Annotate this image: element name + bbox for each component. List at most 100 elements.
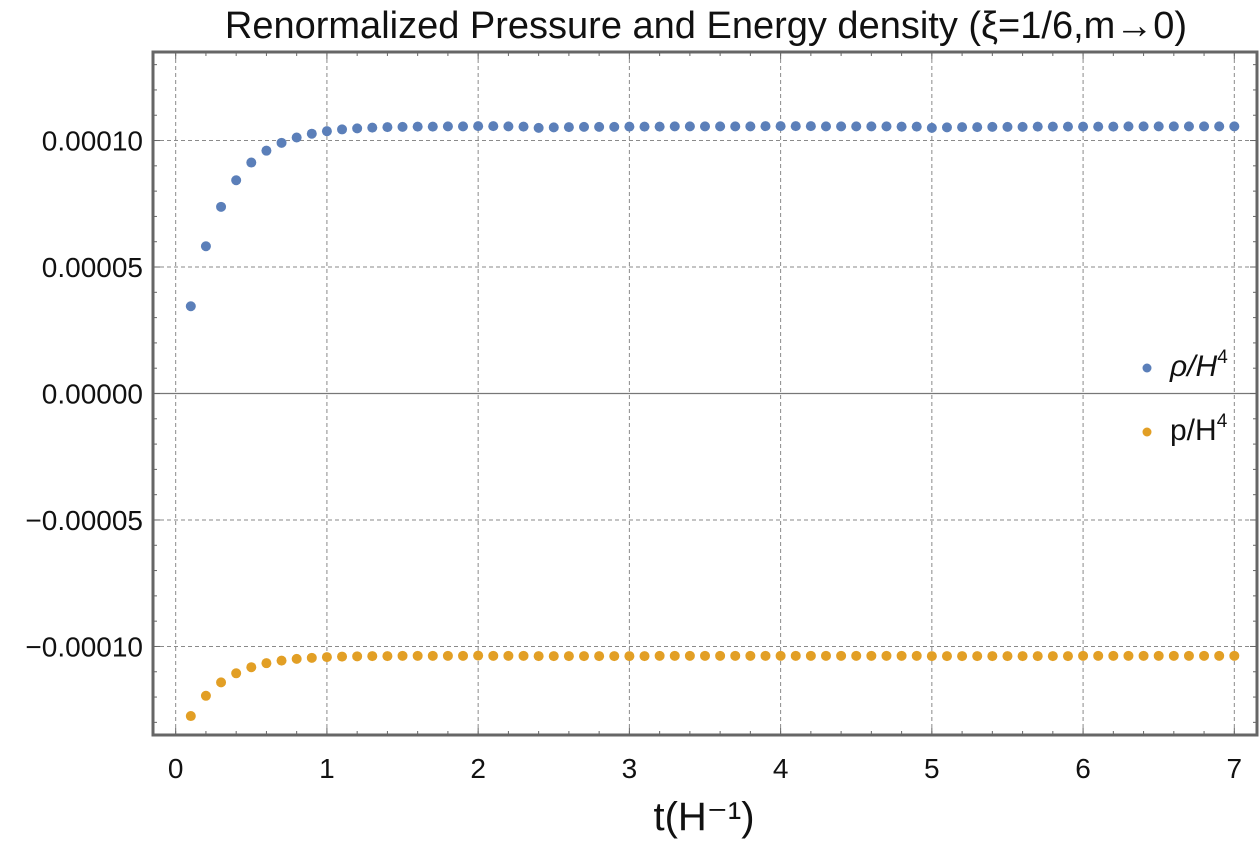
data-point — [609, 121, 620, 132]
data-point — [987, 651, 998, 662]
series-p — [185, 650, 1240, 722]
data-point — [397, 650, 408, 661]
data-point — [926, 122, 937, 133]
y-tick-label: −0.00005 — [25, 505, 143, 536]
legend: ρ/H4 p/H4 — [1142, 347, 1228, 447]
data-point — [306, 128, 317, 139]
data-point — [624, 121, 635, 132]
data-point — [851, 121, 862, 132]
data-point — [941, 651, 952, 662]
data-point — [911, 650, 922, 661]
data-point — [352, 123, 363, 134]
data-point — [805, 121, 816, 132]
legend-label-rho: ρ/H4 — [1169, 347, 1228, 383]
data-point — [1229, 650, 1240, 661]
data-point — [276, 655, 287, 666]
data-point — [473, 650, 484, 661]
data-point — [442, 650, 453, 661]
data-point — [1062, 121, 1073, 132]
data-point — [866, 121, 877, 132]
data-point — [1214, 650, 1225, 661]
y-tick-label: 0.00005 — [42, 252, 143, 283]
data-point — [1047, 651, 1058, 662]
data-point — [563, 122, 574, 133]
legend-marker-p — [1142, 427, 1152, 437]
data-point — [518, 650, 529, 661]
data-point — [624, 651, 635, 662]
data-point — [745, 121, 756, 132]
data-point — [957, 122, 968, 133]
data-point — [700, 121, 710, 132]
x-tick-label: 0 — [168, 753, 184, 784]
data-point — [382, 122, 393, 133]
data-point — [1002, 651, 1013, 662]
data-point — [1002, 121, 1013, 132]
data-point — [957, 651, 968, 662]
data-point — [654, 650, 665, 661]
data-point — [820, 121, 831, 132]
series-rho — [185, 121, 1240, 312]
data-point — [684, 121, 695, 132]
data-point — [1123, 650, 1134, 661]
data-point — [185, 301, 196, 312]
data-point — [291, 653, 302, 664]
chart-title: Renormalized Pressure and Energy density… — [225, 5, 1187, 47]
data-point — [730, 121, 741, 132]
data-point — [1017, 651, 1028, 662]
data-point — [1062, 651, 1073, 662]
data-point — [836, 650, 847, 661]
x-tick-label: 1 — [319, 753, 335, 784]
x-axis-label: t(H⁻¹) — [653, 795, 754, 839]
y-tick-label: 0.00010 — [42, 126, 143, 157]
data-point — [1032, 121, 1043, 132]
data-point — [1183, 650, 1194, 661]
data-point — [669, 121, 680, 132]
x-axis-tick-labels: 0 1 2 3 4 5 6 7 — [168, 753, 1242, 784]
data-point — [306, 652, 317, 663]
data-point — [488, 121, 499, 132]
data-point — [1032, 651, 1043, 662]
data-point — [790, 121, 801, 132]
data-point — [216, 677, 227, 688]
data-point — [579, 651, 590, 662]
data-point — [246, 662, 257, 673]
data-point — [987, 121, 998, 132]
data-point — [594, 121, 605, 132]
data-point — [715, 121, 726, 132]
legend-label-p: p/H4 — [1170, 411, 1228, 447]
data-point — [382, 651, 393, 662]
data-point — [760, 650, 771, 661]
data-point — [639, 121, 650, 132]
data-point — [941, 122, 952, 133]
x-tick-label: 7 — [1227, 753, 1243, 784]
data-point — [760, 121, 771, 132]
data-point — [1093, 650, 1104, 661]
data-point — [367, 122, 378, 133]
data-point — [700, 650, 710, 661]
data-point — [669, 650, 680, 661]
data-point — [367, 651, 378, 662]
data-point — [1153, 121, 1164, 132]
data-point — [972, 651, 983, 662]
data-point — [851, 650, 862, 661]
data-point — [881, 650, 892, 661]
data-point — [397, 121, 408, 132]
data-point — [200, 690, 211, 701]
data-point — [503, 650, 514, 661]
data-point — [337, 124, 348, 135]
data-point — [1093, 121, 1104, 132]
data-point — [185, 711, 196, 722]
data-point — [503, 121, 514, 132]
data-point — [579, 121, 590, 132]
legend-item-p: p/H4 — [1142, 411, 1228, 447]
data-point — [1168, 121, 1179, 132]
data-point — [1153, 650, 1164, 661]
data-point — [1199, 650, 1210, 661]
data-point — [896, 650, 907, 661]
data-point — [412, 650, 423, 661]
x-tick-label: 5 — [924, 753, 940, 784]
data-points — [185, 121, 1240, 722]
y-tick-label: −0.00010 — [25, 631, 143, 662]
x-tick-label: 4 — [773, 753, 789, 784]
